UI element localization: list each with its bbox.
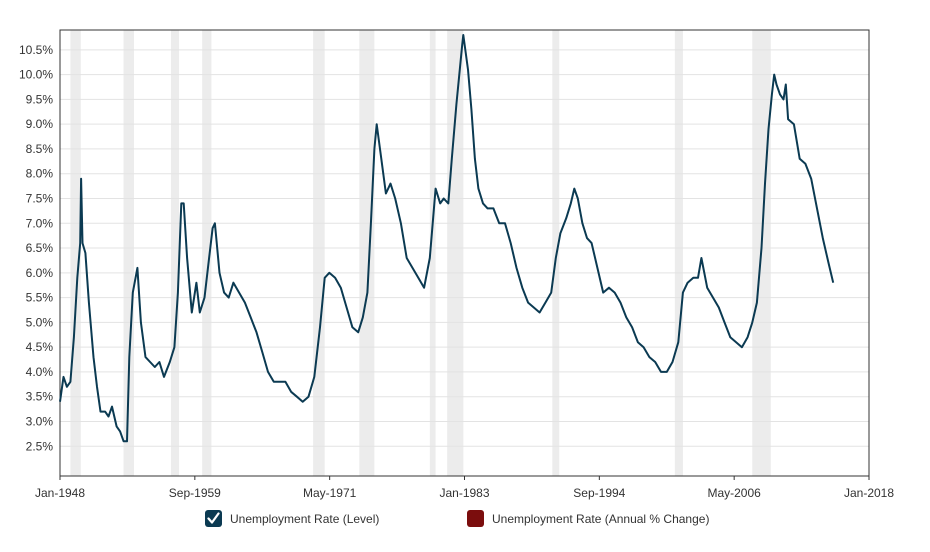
y-tick-label: 7.5% [26, 191, 54, 205]
x-tick-label: May-2006 [707, 486, 761, 500]
y-tick-label: 3.5% [26, 390, 54, 404]
legend-label-change: Unemployment Rate (Annual % Change) [492, 511, 710, 526]
x-tick-label: Jan-1983 [439, 486, 489, 500]
plot-frame [59, 29, 870, 477]
recession-bands [70, 30, 771, 476]
y-tick-label: 5.5% [26, 291, 54, 305]
x-tick-label: Sep-1994 [573, 486, 625, 500]
y-tick-label: 6.5% [26, 241, 54, 255]
y-tick-label: 5.0% [26, 315, 54, 329]
recession-band-2 [170, 30, 180, 476]
y-tick-label: 7.0% [26, 216, 54, 230]
x-tick-label: May-1971 [303, 486, 357, 500]
legend-item-level[interactable]: Unemployment Rate (Level) [205, 510, 379, 527]
legend-label-level: Unemployment Rate (Level) [230, 511, 380, 526]
y-tick-label: 9.5% [26, 92, 54, 106]
recession-band-1 [123, 30, 134, 476]
y-tick-label: 8.0% [26, 167, 54, 181]
x-tick-label: Sep-1959 [169, 486, 221, 500]
y-tick-label: 4.0% [26, 365, 54, 379]
series-layer [59, 34, 835, 443]
line-chart: 2.5% 3.0% 3.5% 4.0% 4.5% 5.0% 5.5% 6.0% 6.5% 7.0%… [19, 29, 894, 500]
y-tick-label: 10.0% [19, 68, 53, 82]
y-tick-label: 3.0% [26, 414, 54, 428]
recession-band-9 [674, 30, 683, 476]
recession-band-0 [70, 30, 81, 476]
recession-band-4 [313, 30, 325, 476]
y-tick-label: 9.0% [26, 117, 54, 131]
y-axis: 2.5% 3.0% 3.5% 4.0% 4.5% 5.0% 5.5% 6.0% 6.5% 7.0%… [19, 43, 53, 453]
recession-band-6 [429, 30, 436, 476]
y-tick-label: 10.5% [19, 43, 53, 57]
recession-band-3 [202, 30, 212, 476]
y-tick-label: 6.0% [26, 266, 54, 280]
recession-band-5 [359, 30, 375, 476]
checkmark-icon [207, 512, 220, 524]
y-tick-label: 2.5% [26, 439, 54, 453]
legend-item-change[interactable]: Unemployment Rate (Annual % Change) [467, 510, 709, 527]
x-tick-label: Jan-2018 [844, 486, 894, 500]
series-line-0[interactable] [59, 34, 835, 443]
legend-swatch-change [467, 510, 484, 527]
legend: Unemployment Rate (Level) Unemployment R… [0, 510, 930, 532]
recession-band-7 [447, 30, 464, 476]
y-tick-label: 4.5% [26, 340, 54, 354]
x-axis: Jan-1948 Sep-1959 May-1971 Jan-1983 Sep-1994… [35, 476, 894, 500]
legend-swatch-level [205, 510, 222, 527]
gridlines [60, 49, 869, 447]
x-tick-label: Jan-1948 [35, 486, 85, 500]
y-tick-label: 8.5% [26, 142, 54, 156]
